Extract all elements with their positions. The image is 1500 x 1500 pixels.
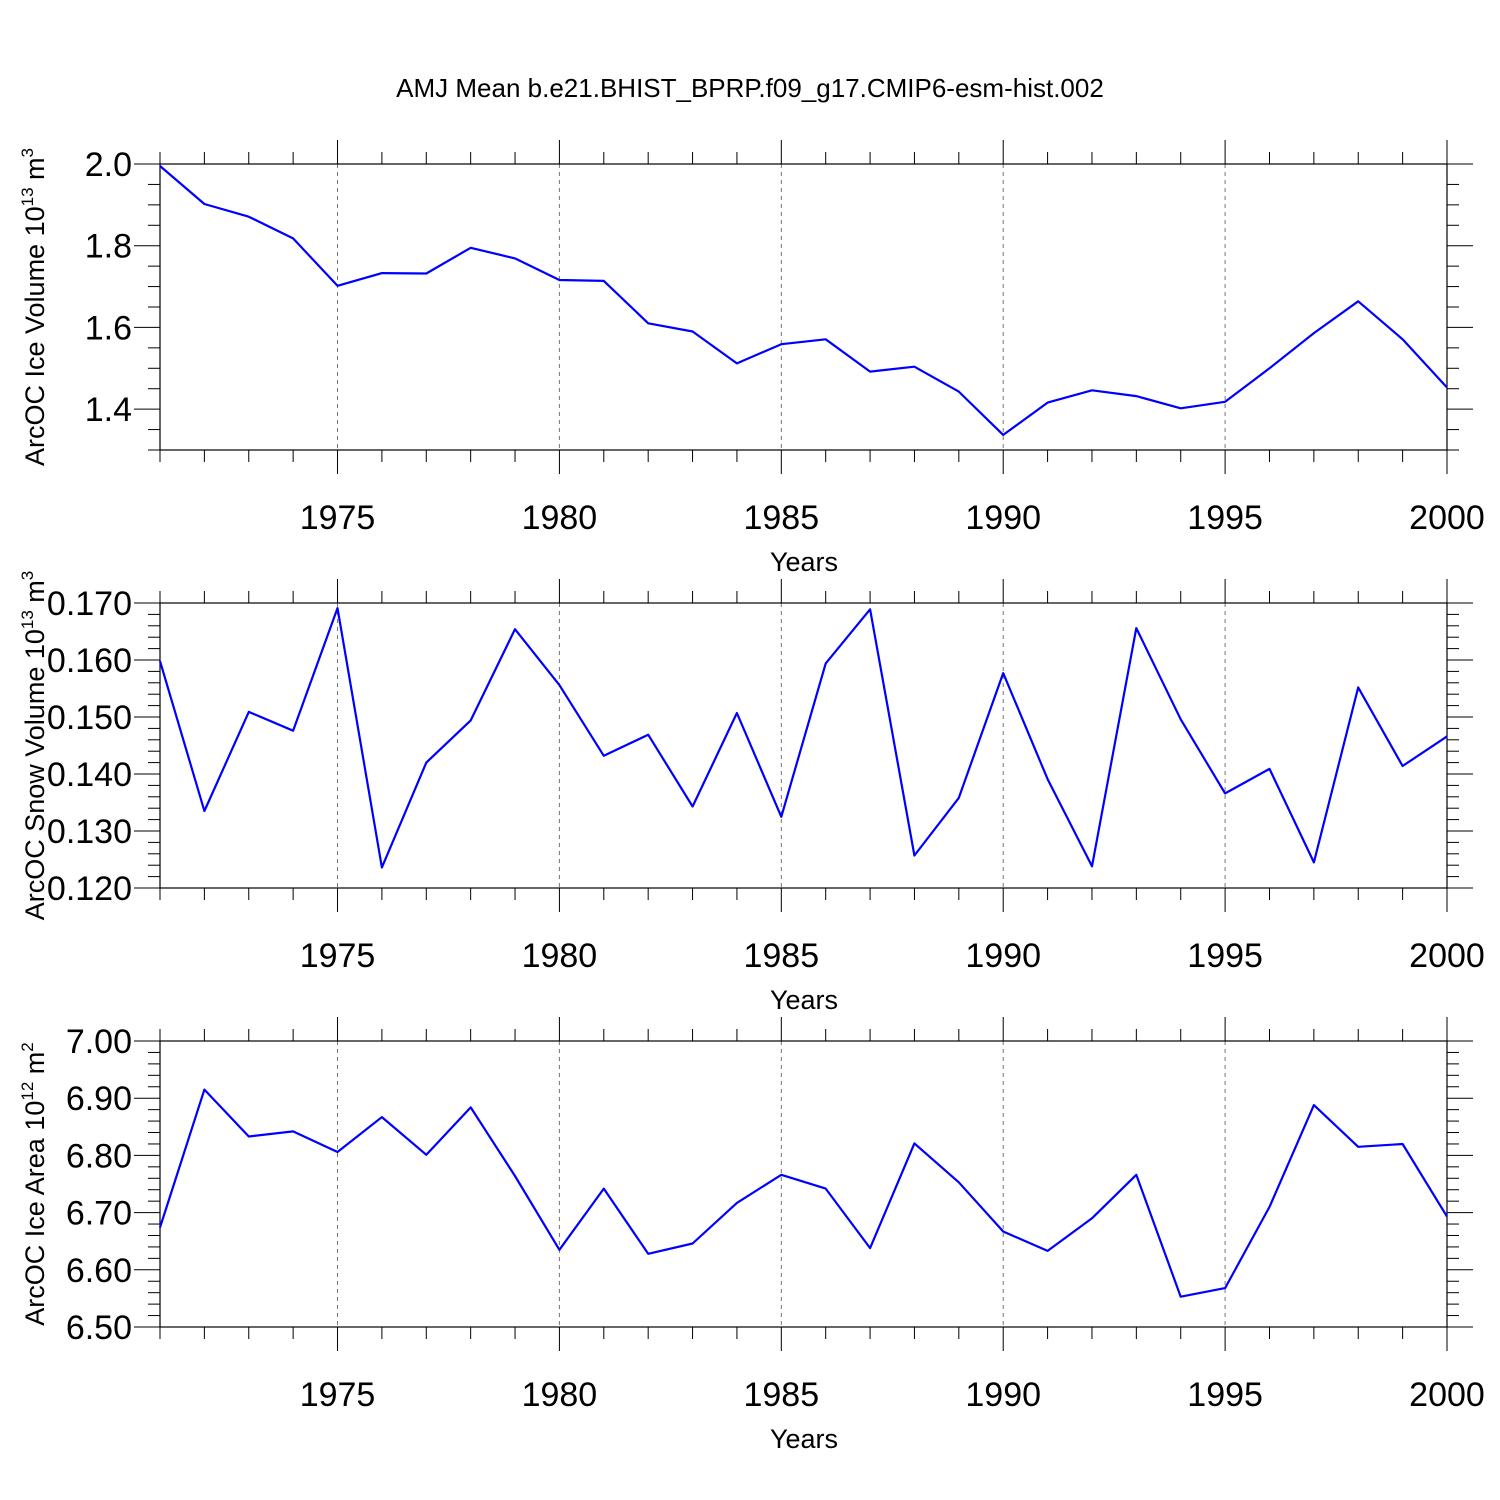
x-tick-label: 1985 [743,937,819,975]
x-axis-label: Years [770,547,838,577]
series-line [159,165,1448,436]
y-tick-label: 1.6 [85,309,132,347]
x-axis-label: Years [770,1424,838,1454]
x-tick-label: 1980 [522,499,598,537]
y-tick-label: 6.80 [66,1137,132,1175]
y-axis-label: ArcOC Snow Volume 1013 m3 [18,571,50,921]
y-tick-label: 0.160 [47,642,132,680]
x-tick-label: 1995 [1187,1376,1263,1414]
x-tick-label: 1975 [300,499,376,537]
ice-volume-panel: 1.4 1.6 1.8 2.0 1975 1980 1985 1990 1995 2000 Year… [18,140,1485,577]
x-tick-label: 1980 [522,1376,598,1414]
x-tick-label: 2000 [1409,499,1485,537]
plot-frame [159,602,1448,889]
x-tick-label: 1995 [1187,499,1263,537]
series-line [158,1088,1448,1298]
x-tick-label: 1975 [300,937,376,975]
x-tick-label: 1975 [300,1376,376,1414]
x-tick-label: 1990 [965,1376,1041,1414]
x-tick-label: 1985 [743,499,819,537]
x-tick-label: 2000 [1409,1376,1485,1414]
y-tick-label: 2.0 [85,146,132,184]
x-tick-label: 1985 [743,1376,819,1414]
ice-area-panel: 6.50 6.60 6.70 6.80 6.90 7.00 1975 1980 1985 1990… [18,1017,1485,1454]
y-axis-label: ArcOC Ice Volume 1013 m3 [18,148,50,466]
y-tick-label: 0.140 [47,756,132,794]
x-tick-label: 1990 [965,937,1041,975]
y-axis-label: ArcOC Ice Area 1012 m2 [18,1042,50,1326]
plot-frame [159,1040,1448,1328]
x-tick-label: 2000 [1409,937,1485,975]
x-tick-label: 1980 [522,937,598,975]
y-tick-label: 6.60 [66,1252,132,1290]
y-tick-label: 7.00 [66,1023,132,1061]
y-tick-label: 0.170 [47,585,132,623]
y-tick-label: 6.70 [66,1195,132,1233]
y-tick-label: 6.90 [66,1080,132,1118]
y-tick-label: 0.150 [47,699,132,737]
x-tick-label: 1995 [1187,937,1263,975]
x-tick-label: 1990 [965,499,1041,537]
series-line [158,606,1448,869]
plot-frame [159,163,1448,451]
y-tick-label: 1.8 [85,228,132,266]
x-axis-label: Years [770,985,838,1015]
y-tick-label: 0.130 [47,813,132,851]
y-tick-label: 1.4 [85,391,132,429]
snow-volume-panel: 0.120 0.130 0.140 0.150 0.160 0.170 1975 1980 19… [18,571,1485,1015]
y-tick-label: 0.120 [47,870,132,908]
figure-title: AMJ Mean b.e21.BHIST_BPRP.f09_g17.CMIP6-… [396,73,1104,103]
y-tick-label: 6.50 [66,1309,132,1347]
